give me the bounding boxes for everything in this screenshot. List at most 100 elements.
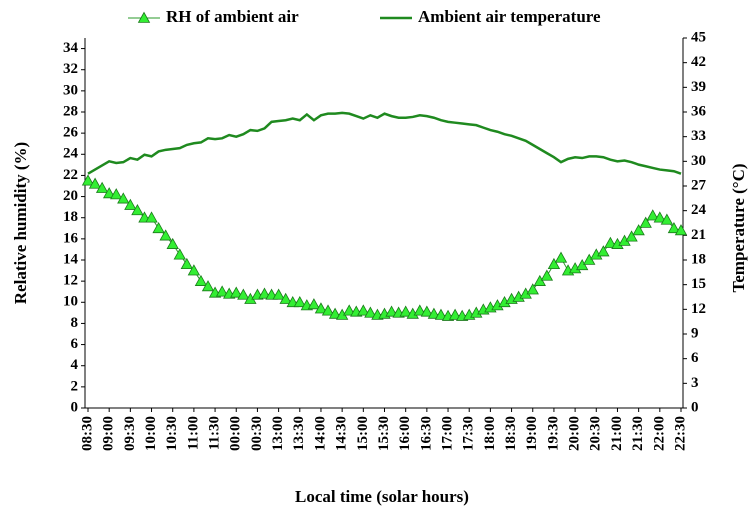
marker: [180, 257, 194, 270]
x-tick-label: 19:30: [545, 416, 561, 451]
marker: [117, 192, 130, 204]
x-tick-label: 13:00: [270, 416, 286, 451]
x-tick-label: 18:30: [503, 416, 519, 451]
x-tick-label: 21:30: [630, 416, 646, 451]
marker: [540, 269, 554, 281]
y-tick-label: 14: [63, 251, 79, 267]
marker: [321, 304, 335, 316]
y-tick-label: 0: [71, 399, 79, 415]
y-tick-label: 24: [63, 146, 79, 162]
marker: [639, 216, 652, 228]
y-tick-label: 4: [71, 357, 79, 373]
y2-tick-label: 3: [691, 375, 699, 391]
marker: [547, 257, 561, 270]
marker: [604, 236, 617, 248]
marker: [554, 251, 568, 263]
y2-tick-label: 36: [691, 103, 707, 119]
marker: [420, 305, 434, 317]
y-axis-label: Relative humidity (%): [11, 142, 30, 304]
marker: [625, 230, 638, 242]
marker: [597, 245, 610, 257]
x-tick-label: 15:00: [355, 416, 371, 451]
x-tick-label: 08:30: [79, 416, 95, 451]
marker: [88, 177, 102, 189]
y-tick-label: 16: [63, 230, 79, 246]
x-tick-label: 17:30: [461, 416, 477, 451]
legend-marker: [137, 11, 151, 23]
x-tick-label: 20:30: [588, 416, 604, 451]
marker: [385, 305, 398, 317]
x-tick-label: 00:00: [228, 416, 244, 451]
legend-label: Ambient air temperature: [418, 7, 601, 26]
y2-tick-label: 6: [691, 350, 699, 366]
marker: [102, 187, 116, 199]
y2-axis-label: Temperature (°C): [729, 163, 748, 292]
y2-tick-label: 33: [691, 128, 706, 144]
marker: [660, 213, 674, 225]
x-tick-label: 14:00: [312, 416, 328, 451]
marker: [646, 209, 659, 221]
y-tick-label: 18: [63, 209, 78, 225]
marker: [215, 285, 229, 297]
y-tick-label: 28: [63, 103, 78, 119]
marker: [131, 203, 144, 216]
marker: [201, 280, 215, 292]
marker: [173, 248, 186, 260]
marker: [434, 308, 448, 320]
x-tick-label: 14:30: [334, 416, 350, 451]
marker: [145, 211, 158, 223]
x-tick-label: 10:00: [143, 416, 159, 451]
y2-tick-label: 39: [691, 79, 706, 95]
x-tick-label: 00:30: [249, 416, 265, 451]
marker: [364, 306, 377, 318]
x-tick-label: 17:00: [439, 416, 455, 451]
marker: [95, 181, 109, 193]
x-tick-label: 21:00: [609, 416, 625, 451]
marker: [187, 264, 201, 276]
marker: [237, 288, 250, 300]
y2-tick-label: 0: [691, 399, 699, 415]
marker: [674, 224, 688, 236]
y2-tick-label: 30: [691, 153, 706, 169]
y-tick-label: 12: [63, 273, 78, 289]
y-tick-label: 2: [71, 378, 79, 394]
x-tick-label: 15:30: [376, 416, 392, 451]
x-tick-label: 18:00: [482, 416, 498, 451]
marker: [357, 304, 370, 316]
marker: [258, 287, 271, 299]
y2-tick-label: 12: [691, 301, 706, 317]
marker: [124, 198, 137, 210]
marker: [667, 221, 681, 234]
y-tick-label: 26: [63, 125, 79, 141]
x-tick-label: 19:00: [524, 416, 540, 451]
x-tick-label: 20:00: [567, 416, 583, 451]
marker: [279, 292, 292, 304]
marker: [328, 307, 342, 319]
marker: [81, 174, 95, 186]
marker: [526, 283, 539, 295]
series-line: [87, 111, 682, 175]
marker: [152, 221, 165, 234]
y-tick-label: 30: [63, 82, 78, 98]
marker: [343, 304, 356, 316]
x-tick-label: 16:00: [397, 416, 413, 451]
x-tick-label: 10:30: [164, 416, 180, 451]
x-tick-label: 11:00: [185, 416, 201, 450]
y2-tick-label: 45: [691, 29, 706, 45]
legend-label: RH of ambient air: [166, 7, 299, 26]
marker: [307, 298, 321, 310]
y2-tick-label: 18: [691, 251, 706, 267]
x-tick-label: 09:30: [122, 416, 138, 451]
y-tick-label: 10: [63, 294, 78, 310]
y2-tick-label: 42: [691, 54, 706, 70]
y2-tick-label: 27: [691, 177, 707, 193]
marker: [653, 211, 667, 223]
y-tick-label: 32: [63, 61, 78, 77]
marker: [632, 224, 645, 236]
x-tick-label: 22:00: [651, 416, 667, 451]
y2-tick-label: 15: [691, 276, 706, 292]
marker: [194, 274, 208, 286]
y-tick-label: 8: [71, 315, 79, 331]
y2-tick-label: 21: [691, 227, 706, 243]
